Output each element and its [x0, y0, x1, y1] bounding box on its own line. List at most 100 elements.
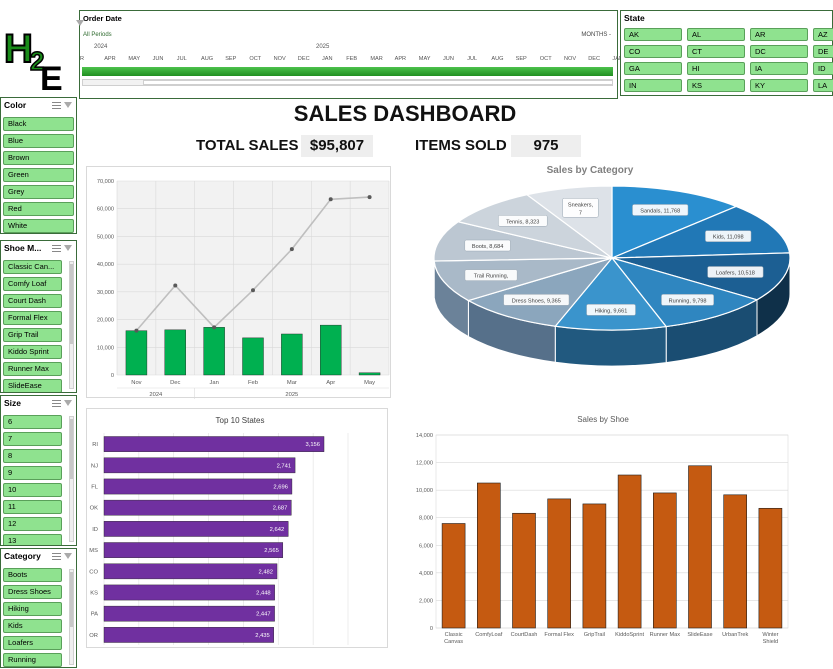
- monthly-bar[interactable]: [281, 333, 303, 376]
- clear-filter-icon[interactable]: [64, 552, 73, 560]
- timeline-month-label[interactable]: SEP: [515, 56, 527, 62]
- state-item-ar[interactable]: AR: [750, 28, 808, 41]
- timeline-month-label[interactable]: R: [80, 56, 85, 62]
- size-slicer-scrollbar[interactable]: [69, 416, 74, 542]
- state-item-ks[interactable]: KS: [687, 79, 745, 92]
- timeline-month-label[interactable]: MAY: [418, 56, 431, 62]
- pie-slice[interactable]: [433, 257, 613, 302]
- size-item[interactable]: 10: [3, 483, 62, 497]
- color-item[interactable]: White: [3, 219, 74, 233]
- clear-filter-icon[interactable]: [64, 399, 73, 407]
- category-item[interactable]: Loafers: [3, 636, 62, 650]
- category-item[interactable]: Kids: [3, 619, 62, 633]
- color-item[interactable]: Brown: [3, 151, 74, 165]
- size-item[interactable]: 8: [3, 449, 62, 463]
- state-bar[interactable]: [103, 563, 278, 580]
- timeline-month-label[interactable]: SEP: [225, 56, 237, 62]
- shoe-item[interactable]: Classic Can...: [3, 260, 62, 274]
- state-item-la[interactable]: LA: [813, 79, 833, 92]
- color-item[interactable]: Red: [3, 202, 74, 216]
- pie-slice[interactable]: [611, 185, 738, 259]
- size-item[interactable]: 6: [3, 415, 62, 429]
- scroll-thumb[interactable]: [70, 419, 73, 479]
- pie-slice[interactable]: [611, 252, 791, 301]
- cumulative-point[interactable]: [251, 288, 255, 293]
- state-item-al[interactable]: AL: [687, 28, 745, 41]
- state-item-co[interactable]: CO: [624, 45, 682, 58]
- timeline-month-label[interactable]: AUG: [201, 56, 214, 62]
- clear-filter-icon[interactable]: [64, 244, 73, 252]
- state-bar[interactable]: [103, 627, 274, 643]
- clear-filter-icon[interactable]: [64, 101, 73, 109]
- shoe-slicer-scrollbar[interactable]: [69, 261, 74, 389]
- category-item[interactable]: Boots: [3, 568, 62, 582]
- order-date-timeline[interactable]: Order Date All Periods MONTHS - 2024 2025…: [76, 10, 641, 99]
- shoe-item[interactable]: Kiddo Sprint: [3, 345, 62, 359]
- shoe-bar[interactable]: [653, 492, 677, 629]
- color-item[interactable]: Green: [3, 168, 74, 182]
- timeline-month-label[interactable]: OCT: [539, 56, 552, 62]
- state-item-ga[interactable]: GA: [624, 62, 682, 75]
- state-item-de[interactable]: DE: [813, 45, 833, 58]
- timeline-month-label[interactable]: DEC: [588, 56, 600, 62]
- state-bar[interactable]: [103, 478, 293, 495]
- timeline-scroll-thumb[interactable]: [143, 80, 613, 85]
- color-item[interactable]: Black: [3, 117, 74, 131]
- multi-select-icon[interactable]: [52, 101, 61, 109]
- shoe-item[interactable]: Formal Flex: [3, 311, 62, 325]
- shoe-item[interactable]: Runner Max: [3, 362, 62, 376]
- shoe-item[interactable]: Grip Trail: [3, 328, 62, 342]
- clear-filter-icon[interactable]: [76, 19, 85, 27]
- state-item-az[interactable]: AZ: [813, 28, 833, 41]
- shoe-bar[interactable]: [723, 494, 748, 629]
- state-item-ct[interactable]: CT: [687, 45, 745, 58]
- timeline-month-label[interactable]: OCT: [249, 56, 262, 62]
- size-item[interactable]: 7: [3, 432, 62, 446]
- state-item-ia[interactable]: IA: [750, 62, 808, 75]
- size-item[interactable]: 12: [3, 517, 62, 531]
- shoe-bar[interactable]: [758, 507, 783, 629]
- pie-slice[interactable]: [611, 205, 791, 259]
- shoe-bar[interactable]: [582, 503, 607, 629]
- size-item[interactable]: 11: [3, 500, 62, 514]
- timeline-month-label[interactable]: APR: [104, 56, 116, 62]
- monthly-bar[interactable]: [242, 337, 264, 376]
- category-slicer-scrollbar[interactable]: [69, 569, 74, 665]
- timeline-selection-bar[interactable]: [82, 67, 613, 76]
- size-item[interactable]: 13: [3, 534, 62, 545]
- monthly-bar[interactable]: [125, 330, 148, 376]
- timeline-month-label[interactable]: AUG: [491, 56, 504, 62]
- cumulative-point[interactable]: [289, 247, 294, 252]
- state-bar[interactable]: [103, 436, 325, 452]
- scroll-thumb[interactable]: [70, 264, 73, 344]
- monthly-bar[interactable]: [164, 329, 186, 376]
- state-item-in[interactable]: IN: [624, 79, 682, 92]
- timeline-month-label[interactable]: NOV: [564, 56, 577, 62]
- state-item-id[interactable]: ID: [813, 62, 833, 75]
- timeline-month-label[interactable]: JUL: [467, 56, 478, 62]
- timeline-month-label[interactable]: JUN: [152, 56, 164, 62]
- state-bar[interactable]: [103, 605, 275, 622]
- timeline-month-label[interactable]: MAR: [370, 56, 383, 62]
- multi-select-icon[interactable]: [52, 552, 61, 560]
- shoe-item[interactable]: SlideEase: [3, 379, 62, 392]
- timeline-month-label[interactable]: MAY: [128, 56, 141, 62]
- shoe-bar[interactable]: [512, 512, 536, 629]
- shoe-bar[interactable]: [547, 498, 571, 629]
- cumulative-point[interactable]: [134, 328, 139, 333]
- timeline-month-label[interactable]: JAN: [322, 56, 333, 62]
- shoe-item[interactable]: Court Dash: [3, 294, 62, 308]
- shoe-bar[interactable]: [441, 523, 466, 629]
- cumulative-point[interactable]: [173, 283, 178, 288]
- state-bar[interactable]: [103, 542, 284, 558]
- pie-slice[interactable]: [610, 256, 759, 328]
- category-item[interactable]: Running: [3, 653, 62, 667]
- size-item[interactable]: 9: [3, 466, 62, 480]
- color-item[interactable]: Blue: [3, 134, 74, 148]
- monthly-bar[interactable]: [320, 324, 342, 376]
- shoe-bar[interactable]: [688, 465, 712, 629]
- pie-slice[interactable]: [466, 256, 614, 327]
- category-item[interactable]: Dress Shoes: [3, 585, 62, 599]
- cumulative-point[interactable]: [367, 195, 372, 200]
- cumulative-point[interactable]: [328, 197, 333, 202]
